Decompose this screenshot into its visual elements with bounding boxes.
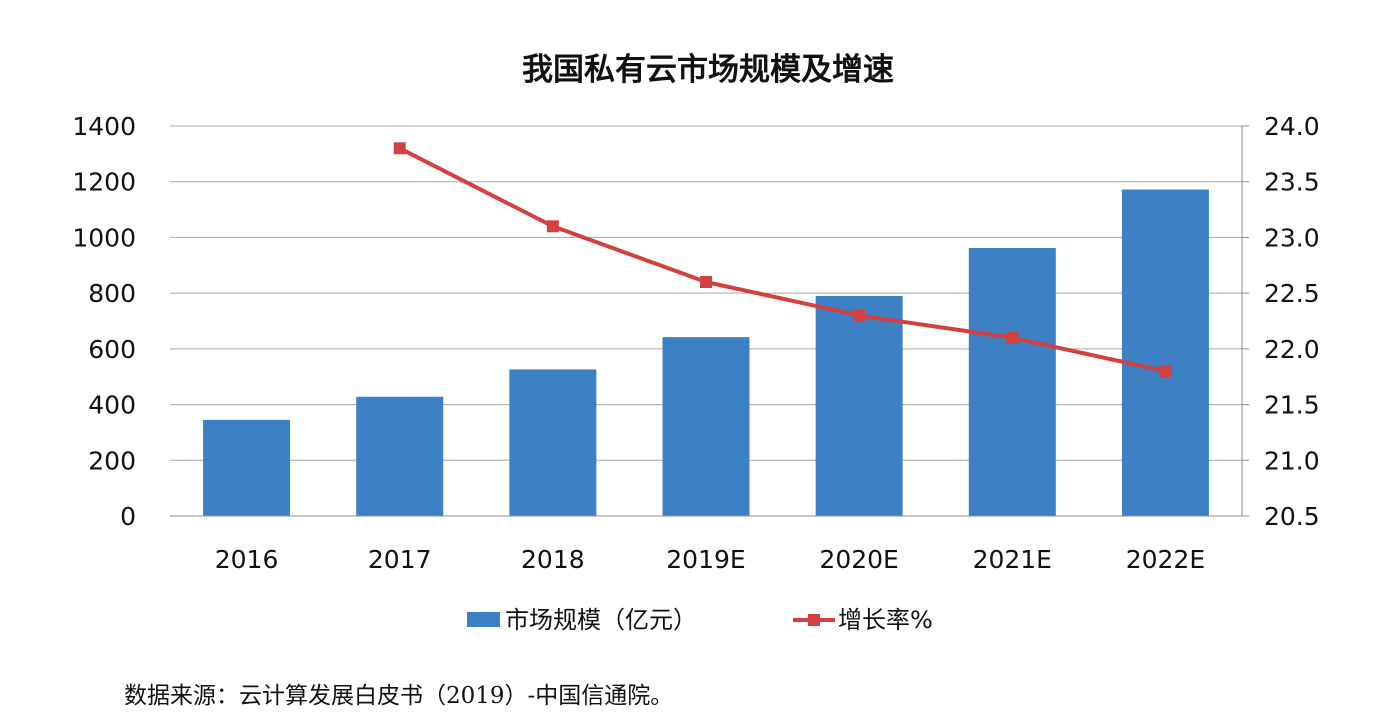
- y-right-tick-label: 22.0: [1264, 335, 1320, 364]
- bar: [815, 295, 903, 516]
- bar: [509, 369, 597, 516]
- axes: 0 200 400 600 800 1000 1200 1400 20.5 21.0 21.5 22.…: [72, 112, 1319, 574]
- chart-title: 我国私有云市场规模及增速: [522, 52, 894, 88]
- growth-line: [398, 146, 1166, 374]
- line-point: [1006, 331, 1019, 344]
- y-right-tick-label: 23.0: [1264, 223, 1320, 252]
- y-right-tick-label: 21.5: [1264, 391, 1320, 420]
- bar-series: [203, 189, 1209, 516]
- bar: [662, 337, 750, 516]
- line-point: [393, 142, 406, 155]
- y-left-tick-label: 800: [88, 279, 136, 308]
- y-right-tick-label: 22.5: [1264, 279, 1320, 308]
- bar: [968, 248, 1056, 516]
- y-left-tick-label: 600: [88, 335, 136, 364]
- legend: 市场规模（亿元） 增长率%: [467, 606, 933, 634]
- line-point: [853, 309, 866, 322]
- y-left-tick-label: 1400: [72, 112, 136, 141]
- y-right-tick-label: 23.5: [1264, 168, 1320, 197]
- bar: [1121, 189, 1209, 516]
- x-tick-label: 2021E: [973, 545, 1052, 574]
- legend-label-bar: 市场规模（亿元）: [505, 606, 697, 634]
- line-point: [546, 220, 559, 233]
- y-left-tick-label: 400: [88, 391, 136, 420]
- line-point: [1159, 365, 1172, 378]
- x-tick-label: 2020E: [819, 545, 898, 574]
- x-tick-label: 2019E: [666, 545, 745, 574]
- bar: [356, 396, 444, 516]
- line-series: [393, 142, 1172, 378]
- y-left-tick-label: 200: [88, 446, 136, 475]
- legend-label-line: 增长率%: [838, 606, 933, 634]
- line-point: [700, 276, 712, 288]
- y-left-tick-label: 1200: [72, 168, 136, 197]
- x-tick-label: 2017: [368, 545, 432, 574]
- source-note: 数据来源：云计算发展白皮书（2019）-中国信通院。: [124, 683, 674, 709]
- y-right-tick-label: 21.0: [1264, 446, 1320, 475]
- y-right-tick-label: 24.0: [1264, 112, 1320, 141]
- x-tick-label: 2016: [215, 545, 279, 574]
- legend-swatch-marker: [808, 614, 820, 626]
- y-left-tick-label: 0: [120, 502, 136, 531]
- y-right-tick-label: 20.5: [1264, 502, 1320, 531]
- x-tick-label: 2018: [521, 545, 585, 574]
- y-left-tick-label: 1000: [72, 223, 136, 252]
- legend-swatch-bar: [467, 612, 500, 627]
- x-tick-label: 2022E: [1126, 545, 1205, 574]
- bar: [203, 419, 291, 516]
